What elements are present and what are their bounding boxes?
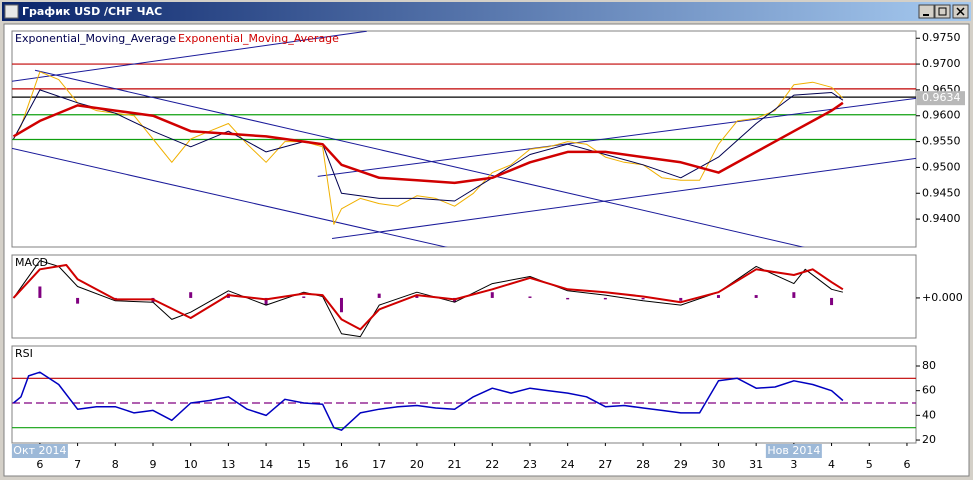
panel [11, 345, 917, 444]
histogram-bar [792, 292, 796, 298]
x-tick-label: 16 [334, 458, 348, 471]
histogram-bar [830, 297, 834, 306]
trend-line [12, 31, 367, 82]
last-price-box [917, 91, 965, 106]
x-tick-label: 15 [297, 458, 311, 471]
panel-title: RSI [15, 347, 33, 360]
series-line [12, 101, 844, 185]
x-tick-label: 27 [598, 458, 612, 471]
x-tick-label: 6 [903, 458, 910, 471]
x-tick-label: 6 [36, 458, 43, 471]
month-box [11, 444, 68, 458]
plot-area [12, 260, 844, 338]
close-icon [956, 7, 965, 16]
histogram-bar [264, 297, 268, 306]
histogram-bar [528, 296, 532, 298]
panel-title: MACD [15, 256, 48, 269]
legend-entry: Exponential_Moving_Average [178, 32, 339, 45]
x-tick-label: 30 [711, 458, 725, 471]
minimize-button[interactable] [918, 4, 935, 19]
y-tick-label: 0.9500 [922, 160, 961, 173]
x-tick-label: 21 [448, 458, 462, 471]
histogram-bar [566, 297, 570, 300]
histogram-bar [490, 292, 494, 298]
series-line [13, 371, 844, 431]
histogram-bar [603, 297, 607, 300]
trend-line [331, 157, 916, 240]
x-tick-label: 10 [184, 458, 198, 471]
legend-entry: Exponential_Moving_Average [15, 32, 176, 45]
histogram-bar [415, 295, 419, 298]
histogram-bar [302, 296, 306, 298]
plot-area [12, 31, 916, 247]
y-tick-label: 40 [922, 408, 936, 421]
histogram-bar [716, 295, 720, 298]
y-tick-label: +0.000 [922, 291, 963, 304]
x-tick-label: 7 [74, 458, 81, 471]
x-tick-label: 17 [372, 458, 386, 471]
y-tick-label: 0.9750 [922, 31, 961, 44]
series-line [13, 89, 844, 202]
maximize-icon [938, 7, 947, 16]
histogram-bar [641, 297, 645, 300]
x-tick-label: 4 [828, 458, 835, 471]
histogram-bar [76, 297, 80, 304]
window-icon [4, 4, 19, 19]
plot-area [12, 371, 916, 431]
x-tick-label: 31 [749, 458, 763, 471]
y-tick-label: 20 [922, 433, 936, 446]
window-buttons [918, 4, 969, 19]
x-tick-label: 22 [485, 458, 499, 471]
x-tick-label: 14 [259, 458, 273, 471]
histogram-bar [189, 292, 193, 298]
y-tick-label: 80 [922, 359, 936, 372]
month-box [765, 444, 822, 458]
histogram-bar [679, 297, 683, 301]
y-tick-label: 60 [922, 384, 936, 397]
y-tick-label: 0.9600 [922, 109, 961, 122]
x-tick-label: 8 [112, 458, 119, 471]
x-tick-label: 29 [674, 458, 688, 471]
last-price-label: 0.9634 [922, 91, 961, 104]
y-tick-label: 0.9450 [922, 186, 961, 199]
x-tick-label: 5 [866, 458, 873, 471]
maximize-button[interactable] [934, 4, 951, 19]
month-label: Окт 2014 [13, 444, 66, 457]
x-tick-label: 28 [636, 458, 650, 471]
y-tick-label: 0.9400 [922, 212, 961, 225]
x-tick-label: 13 [221, 458, 235, 471]
trend-line [317, 97, 916, 177]
window-title: График USD /CHF ЧАС [22, 5, 162, 18]
title-bar [2, 2, 971, 21]
month-label: Нов 2014 [767, 444, 820, 457]
trend-line [12, 147, 448, 247]
histogram-bar [377, 293, 381, 298]
histogram-bar [339, 297, 343, 313]
series-line [12, 264, 844, 331]
x-tick-label: 23 [523, 458, 537, 471]
histogram-bar [754, 295, 758, 298]
x-tick-label: 3 [790, 458, 797, 471]
histogram-bar [38, 286, 42, 298]
x-tick-label: 20 [410, 458, 424, 471]
x-tick-label: 9 [149, 458, 156, 471]
y-tick-label: 0.9700 [922, 57, 961, 70]
y-tick-label: 0.9550 [922, 135, 961, 148]
trend-line [34, 69, 805, 247]
x-tick-label: 24 [561, 458, 575, 471]
